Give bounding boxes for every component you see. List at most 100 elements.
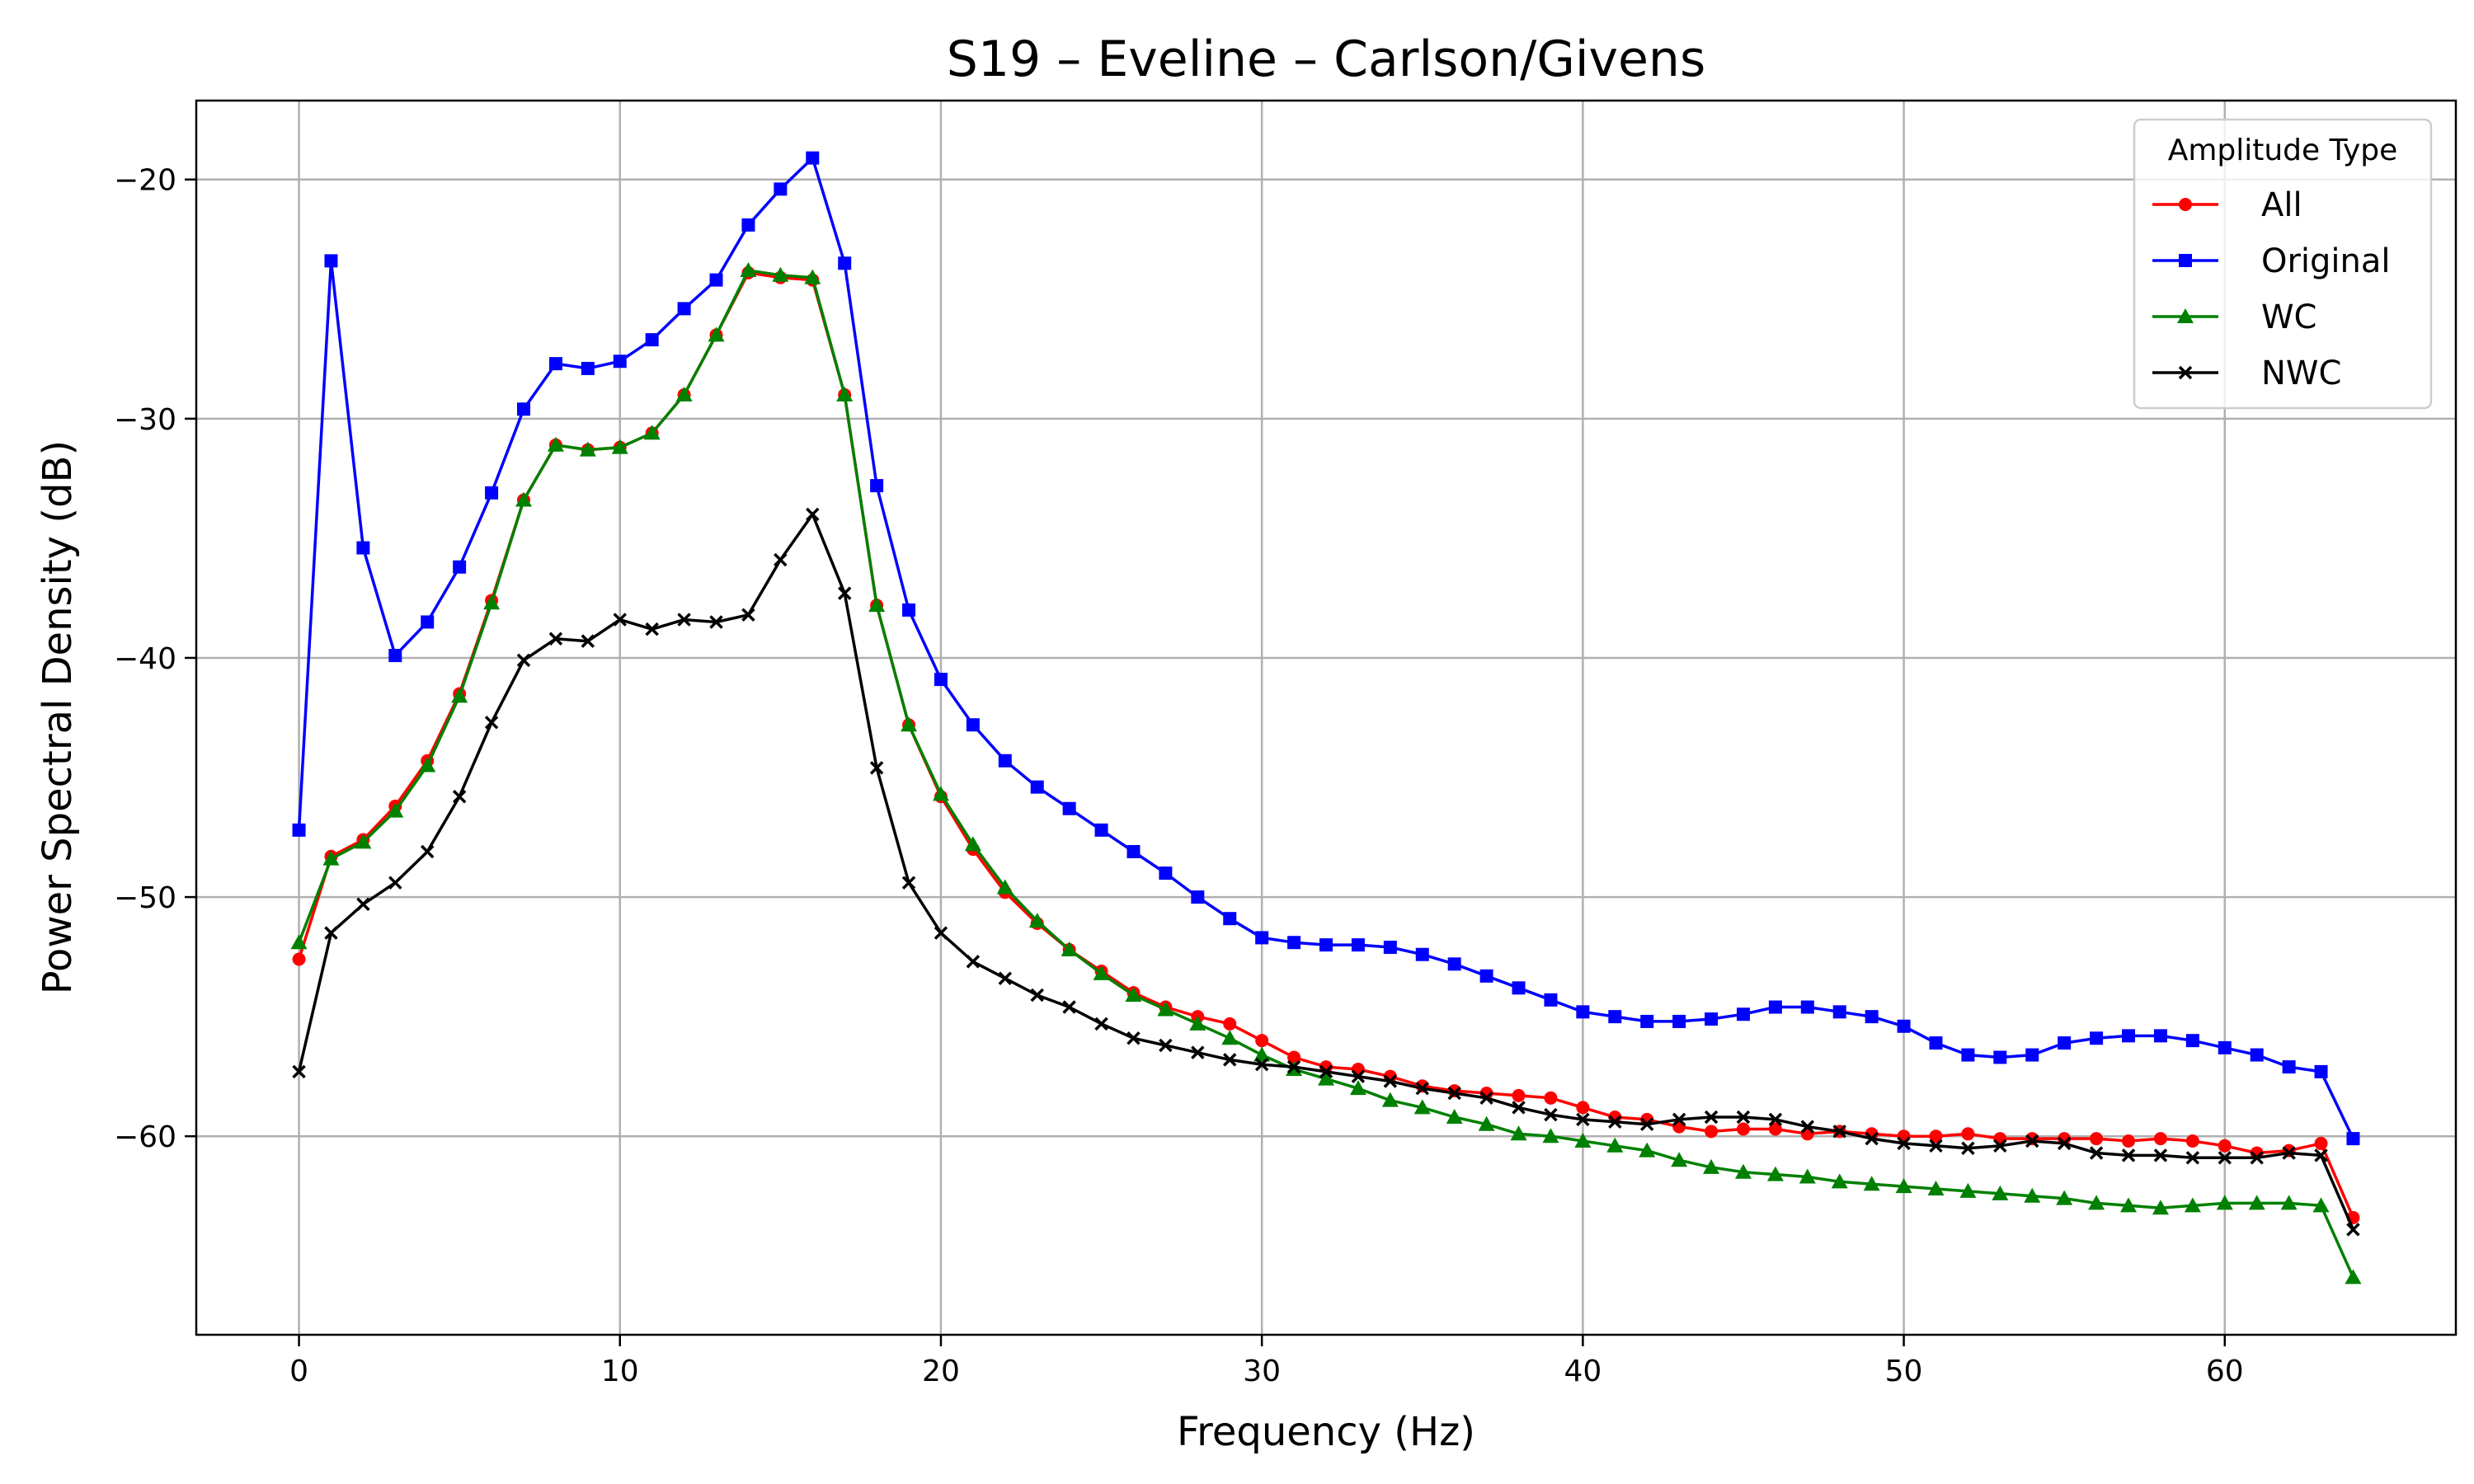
data-point-wc [868, 597, 886, 613]
legend-marker-original [2179, 254, 2192, 267]
data-point-nwc [2314, 1148, 2328, 1162]
data-point-original [1512, 981, 1526, 995]
data-point-wc [483, 594, 501, 610]
data-point-all [1705, 1125, 1719, 1139]
data-point-wc [2248, 1195, 2265, 1210]
data-point-wc [1381, 1092, 1399, 1107]
data-point-original [548, 357, 562, 371]
data-point-wc [515, 491, 532, 507]
data-point-nwc [452, 790, 467, 804]
data-point-nwc [1736, 1110, 1751, 1125]
series-layer [290, 151, 2362, 1284]
data-point-wc [932, 786, 949, 801]
data-point-original [292, 823, 306, 837]
data-point-wc [2312, 1197, 2330, 1213]
data-point-nwc [1865, 1131, 1879, 1146]
data-point-original [966, 718, 980, 732]
data-point-wc [1927, 1181, 1945, 1196]
data-point-nwc [388, 876, 402, 890]
data-point-nwc [548, 632, 563, 646]
data-point-original [388, 649, 402, 663]
x-tick-label: 30 [1243, 1355, 1281, 1388]
legend-marker-wc [2177, 308, 2194, 323]
series-wc [290, 261, 2362, 1284]
data-point-wc [1959, 1182, 1977, 1198]
y-tick-label: −20 [114, 164, 176, 198]
data-point-all [1768, 1122, 1782, 1136]
data-point-all [292, 952, 306, 966]
data-point-original [677, 302, 691, 316]
data-point-all [1287, 1050, 1301, 1064]
data-point-nwc [869, 761, 884, 775]
data-point-original [1223, 912, 1237, 926]
data-point-nwc [1639, 1117, 1654, 1131]
data-point-original [2153, 1029, 2167, 1043]
data-point-original [1544, 993, 1558, 1007]
data-point-original [645, 333, 659, 347]
data-point-wc [419, 757, 436, 773]
data-point-nwc [1126, 1031, 1141, 1045]
x-tick-label: 40 [1564, 1355, 1602, 1388]
data-point-nwc [484, 716, 499, 730]
data-point-wc [1542, 1128, 1559, 1144]
data-point-nwc [1672, 1112, 1686, 1127]
data-point-original [1030, 780, 1044, 794]
data-point-original [1961, 1048, 1975, 1062]
data-point-wc [1253, 1046, 1271, 1062]
data-point-wc [996, 879, 1014, 895]
data-point-wc [2056, 1190, 2073, 1205]
data-point-nwc [581, 634, 595, 648]
data-point-nwc [1030, 988, 1044, 1003]
data-point-all [1351, 1062, 1365, 1076]
data-point-wc [451, 688, 468, 703]
data-point-nwc [2153, 1148, 2168, 1162]
y-tick-label: −40 [114, 642, 176, 676]
data-point-nwc [1223, 1053, 1237, 1067]
data-point-original [1062, 801, 1076, 815]
data-point-wc [547, 436, 564, 452]
data-point-original [1800, 1000, 1814, 1014]
data-point-nwc [1191, 1045, 1205, 1059]
data-point-original [1319, 938, 1333, 952]
x-tick-label: 20 [922, 1355, 960, 1388]
data-point-original [1287, 936, 1301, 950]
data-point-original [581, 361, 595, 375]
data-point-nwc [324, 926, 338, 940]
data-point-wc [804, 269, 821, 284]
data-point-original [1672, 1014, 1686, 1028]
data-point-original [838, 256, 852, 270]
grid [196, 101, 2456, 1335]
data-point-all [1993, 1132, 2007, 1146]
data-point-all [2282, 1144, 2296, 1158]
data-point-wc [2184, 1197, 2201, 1213]
data-point-wc [1478, 1115, 1495, 1131]
data-point-original [2185, 1034, 2199, 1048]
data-point-wc [836, 386, 854, 402]
data-point-nwc [806, 507, 820, 522]
data-point-nwc [1094, 1017, 1108, 1031]
data-point-all [1255, 1034, 1269, 1048]
data-point-original [2058, 1036, 2072, 1050]
legend: Amplitude Type All Original WC NWC [2133, 118, 2433, 410]
data-point-all [2314, 1136, 2328, 1150]
data-point-wc [1510, 1125, 1527, 1141]
data-point-nwc [1768, 1112, 1783, 1127]
data-point-original [324, 254, 338, 268]
data-point-wc [1574, 1133, 1592, 1148]
data-point-original [2218, 1040, 2232, 1054]
data-point-nwc [1544, 1107, 1558, 1122]
data-point-original [1608, 1010, 1622, 1024]
data-point-original [2314, 1064, 2328, 1078]
y-tick-label: −60 [114, 1120, 176, 1154]
data-point-original [1383, 941, 1397, 955]
data-point-original [356, 541, 370, 555]
data-point-wc [1157, 1001, 1174, 1017]
data-point-wc [1093, 965, 1110, 980]
legend-item-wc: WC [2152, 298, 2316, 336]
data-point-wc [2024, 1187, 2041, 1203]
x-tick-label: 50 [1885, 1355, 1923, 1388]
data-point-nwc [613, 613, 627, 627]
x-axis-ticks: 0 10 20 30 40 50 60 [289, 1335, 2244, 1388]
x-axis-label: Frequency (Hz) [1177, 1409, 1475, 1455]
